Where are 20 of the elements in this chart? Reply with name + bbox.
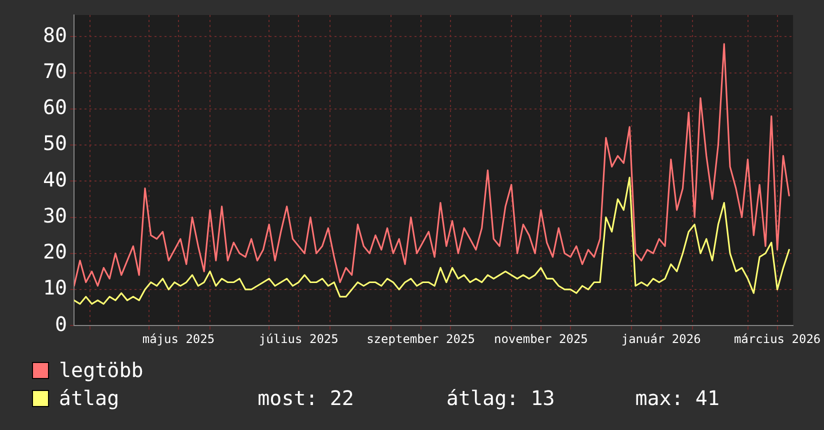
x-tick-label: július 2025 — [258, 332, 338, 346]
x-tick-label: szeptember 2025 — [366, 332, 475, 346]
text: most: 22 — [258, 386, 355, 410]
text: max: 41 — [635, 386, 721, 410]
x-tick-label: január 2026 — [621, 332, 701, 346]
y-tick-label: 0 — [55, 312, 68, 336]
y-tick-label: 80 — [42, 22, 68, 47]
y-tick-label: 10 — [42, 276, 68, 300]
legend-label: átlag — [58, 386, 120, 410]
x-tick-label: március 2026 — [734, 332, 821, 346]
x-tick-label: november 2025 — [494, 332, 588, 346]
y-tick-label: 30 — [42, 203, 68, 228]
legend-label: legtöbb — [59, 358, 144, 382]
y-tick-label: 50 — [42, 131, 68, 156]
y-tick-label: 60 — [42, 95, 68, 120]
y-tick-label: 20 — [42, 240, 68, 264]
y-tick-label: 70 — [42, 58, 68, 83]
x-tick-label: május 2025 — [142, 332, 215, 346]
y-tick-label: 40 — [42, 167, 68, 192]
text: átlag: 13 — [446, 386, 556, 410]
